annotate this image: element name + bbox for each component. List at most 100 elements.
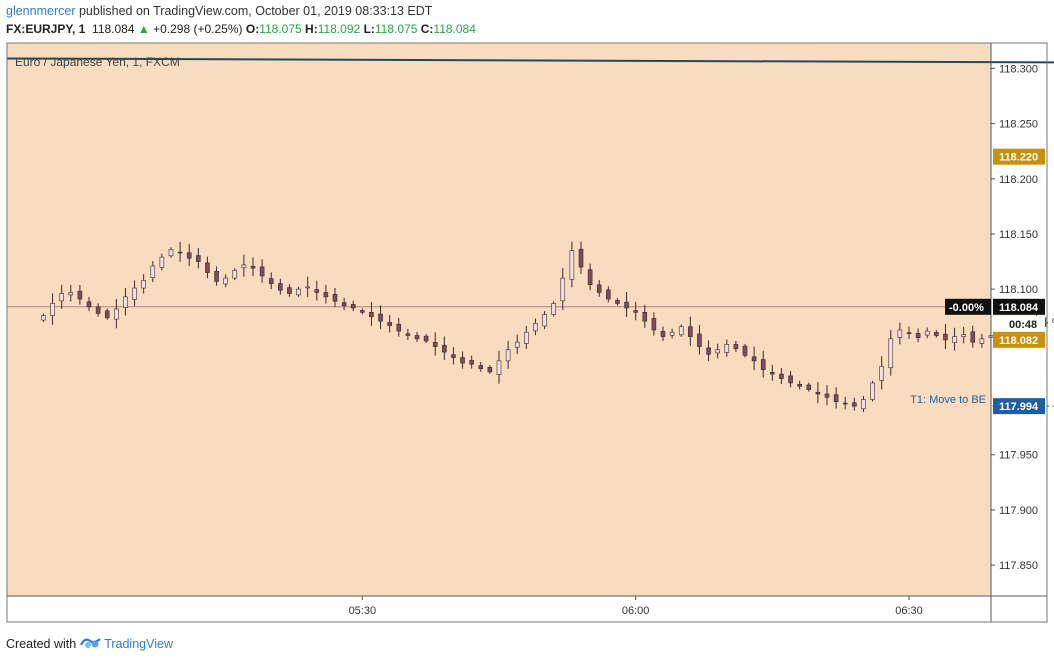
candle: [223, 277, 228, 285]
candle: [551, 303, 556, 315]
candle: [633, 310, 638, 313]
x-tick-label: 06:00: [622, 605, 650, 617]
candle: [341, 302, 347, 307]
candle: [287, 287, 292, 294]
high-label: H:: [305, 22, 318, 36]
candle: [606, 289, 611, 300]
y-tick-label: 118.200: [999, 174, 1038, 186]
published-text: published on TradingView.com, October 01…: [78, 4, 433, 18]
candle: [59, 293, 64, 302]
candle: [760, 359, 766, 371]
candle: [533, 323, 538, 332]
candle: [660, 331, 666, 337]
candle: [77, 290, 83, 300]
candle: [414, 335, 420, 340]
candle: [487, 366, 493, 373]
candle: [697, 333, 702, 347]
candle: [268, 278, 274, 284]
y-tick-label: 117.900: [999, 505, 1038, 517]
candle: [186, 252, 192, 259]
candle: [332, 293, 338, 302]
publish-info: glennmercer published on TradingView.com…: [6, 4, 432, 18]
candle: [924, 330, 930, 336]
candle: [587, 269, 593, 286]
candle: [396, 323, 402, 332]
high-value: 118.092: [317, 22, 361, 36]
close-label: C:: [420, 22, 434, 36]
candle: [123, 296, 128, 308]
candle: [505, 349, 511, 362]
candle: [706, 347, 711, 355]
target-price-label: 117.994: [999, 401, 1039, 413]
countdown-label: 00:48: [1009, 319, 1037, 331]
candle: [423, 335, 429, 342]
tradingview-brand-link[interactable]: TradingView: [104, 636, 173, 651]
y-tick-label: 118.300: [999, 63, 1038, 75]
candle: [596, 284, 602, 293]
candle: [833, 394, 839, 403]
symbol-label: FX:EURJPY, 1: [6, 22, 86, 36]
candle: [350, 304, 356, 309]
candle: [305, 286, 310, 289]
time-axis-background: [0, 596, 1054, 630]
low-label: L:: [363, 22, 375, 36]
candle: [797, 383, 802, 387]
candle: [496, 360, 502, 375]
created-with-label: Created with: [6, 636, 77, 651]
ticker-line: FX:EURJPY, 1 118.084 ▲ +0.298 (+0.25%) O…: [6, 22, 476, 36]
current-price-label: 118.084: [999, 302, 1039, 314]
low-value: 118.075: [374, 22, 418, 36]
close-value: 118.084: [433, 22, 476, 36]
candle: [132, 287, 137, 300]
author-link[interactable]: glennmercer: [6, 4, 76, 18]
y-tick-label: 118.150: [999, 229, 1038, 241]
chart-background: [7, 43, 991, 596]
candle: [514, 341, 520, 348]
candle: [852, 402, 857, 407]
candle: [41, 315, 46, 321]
candle: [460, 357, 465, 364]
candle: [387, 322, 392, 326]
candle: [906, 332, 912, 334]
candle: [86, 301, 92, 308]
candle: [715, 349, 720, 354]
candle: [970, 331, 976, 343]
candle: [432, 342, 438, 347]
candle: [168, 249, 174, 257]
candle: [141, 280, 146, 289]
target-annotation: T1: Move to BE: [910, 394, 986, 406]
chart-frame: [6, 42, 1048, 623]
candle: [323, 292, 329, 298]
price-chart[interactable]: Euro / Japanese Yen, 1, FXCM T1: Move to …: [0, 0, 1054, 630]
candle: [469, 360, 474, 365]
candle: [68, 292, 74, 296]
chart-title: Euro / Japanese Yen, 1, FXCM: [15, 55, 180, 69]
candle: [861, 399, 866, 410]
candle: [888, 338, 894, 369]
candle: [205, 262, 210, 273]
candle: [678, 326, 684, 336]
candle: [150, 265, 156, 278]
candle: [442, 344, 447, 353]
footer: Created with TradingView: [6, 635, 173, 652]
candle: [50, 303, 55, 316]
candle: [278, 283, 283, 291]
candle: [724, 344, 730, 353]
candle: [770, 372, 775, 375]
candle: [569, 250, 575, 280]
candle: [478, 365, 484, 369]
candle: [104, 310, 110, 319]
change-percent-label: -0.00%: [949, 302, 984, 314]
candle: [114, 308, 119, 320]
candle: [642, 312, 648, 322]
candle: [578, 248, 584, 268]
candle: [751, 356, 757, 362]
candle: [177, 251, 183, 254]
candle: [897, 329, 903, 338]
countdown-label-bg: [993, 315, 1045, 332]
candle: [560, 277, 566, 302]
candle: [250, 265, 256, 269]
entry-price-label: 118.082: [999, 335, 1038, 347]
candle: [214, 270, 219, 282]
candle: [369, 312, 374, 318]
